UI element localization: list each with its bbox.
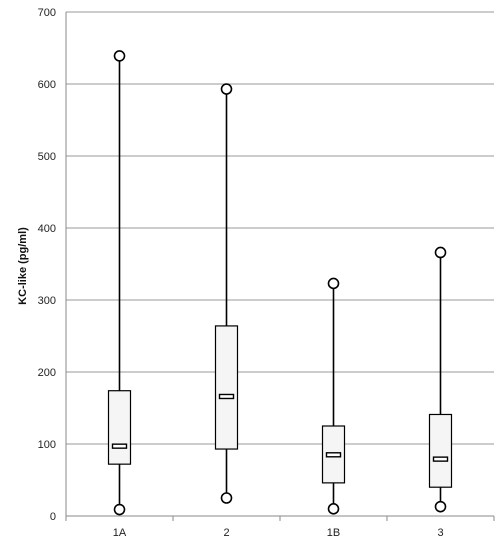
max-marker-1B: [327, 277, 340, 290]
min-marker-1B: [327, 502, 340, 515]
y-tick-label-300: 300: [38, 295, 56, 307]
median-marker-1A: [111, 443, 128, 449]
y-tick-label-700: 700: [38, 7, 56, 19]
max-marker-3: [434, 246, 447, 259]
x-tick-label-1A: 1A: [113, 527, 127, 539]
box-2: [214, 83, 239, 504]
min-marker-1A: [113, 503, 126, 516]
iqr-box-1A: [107, 390, 132, 465]
box-1B: [321, 277, 346, 515]
min-marker-3: [434, 500, 447, 513]
x-tick-label-3: 3: [437, 527, 443, 539]
x-tick-label-1B: 1B: [327, 527, 340, 539]
grid-lines: [66, 11, 494, 517]
box-1A: [107, 50, 132, 516]
iqr-box-3: [428, 413, 453, 488]
min-marker-2: [220, 492, 233, 504]
y-tick-label-400: 400: [38, 223, 56, 235]
box-3: [428, 246, 453, 513]
y-axis-label: KC-like (pg/ml): [17, 227, 29, 305]
x-tick-label-2: 2: [223, 527, 229, 539]
median-marker-3: [432, 456, 449, 462]
median-marker-1B: [325, 452, 342, 458]
box-series: [107, 50, 453, 516]
max-marker-1A: [113, 50, 126, 62]
y-tick-label-200: 200: [38, 367, 56, 379]
tick-labels: 0 100 200 300 400 500 600 700 1A 2 1B 3: [38, 7, 444, 539]
y-tick-label-500: 500: [38, 151, 56, 163]
median-marker-2: [218, 393, 235, 400]
iqr-box-2: [214, 325, 239, 450]
y-tick-label-100: 100: [38, 439, 56, 451]
y-tick-label-600: 600: [38, 79, 56, 91]
max-marker-2: [220, 83, 233, 95]
axes: [65, 12, 495, 521]
y-tick-label-0: 0: [50, 511, 56, 523]
